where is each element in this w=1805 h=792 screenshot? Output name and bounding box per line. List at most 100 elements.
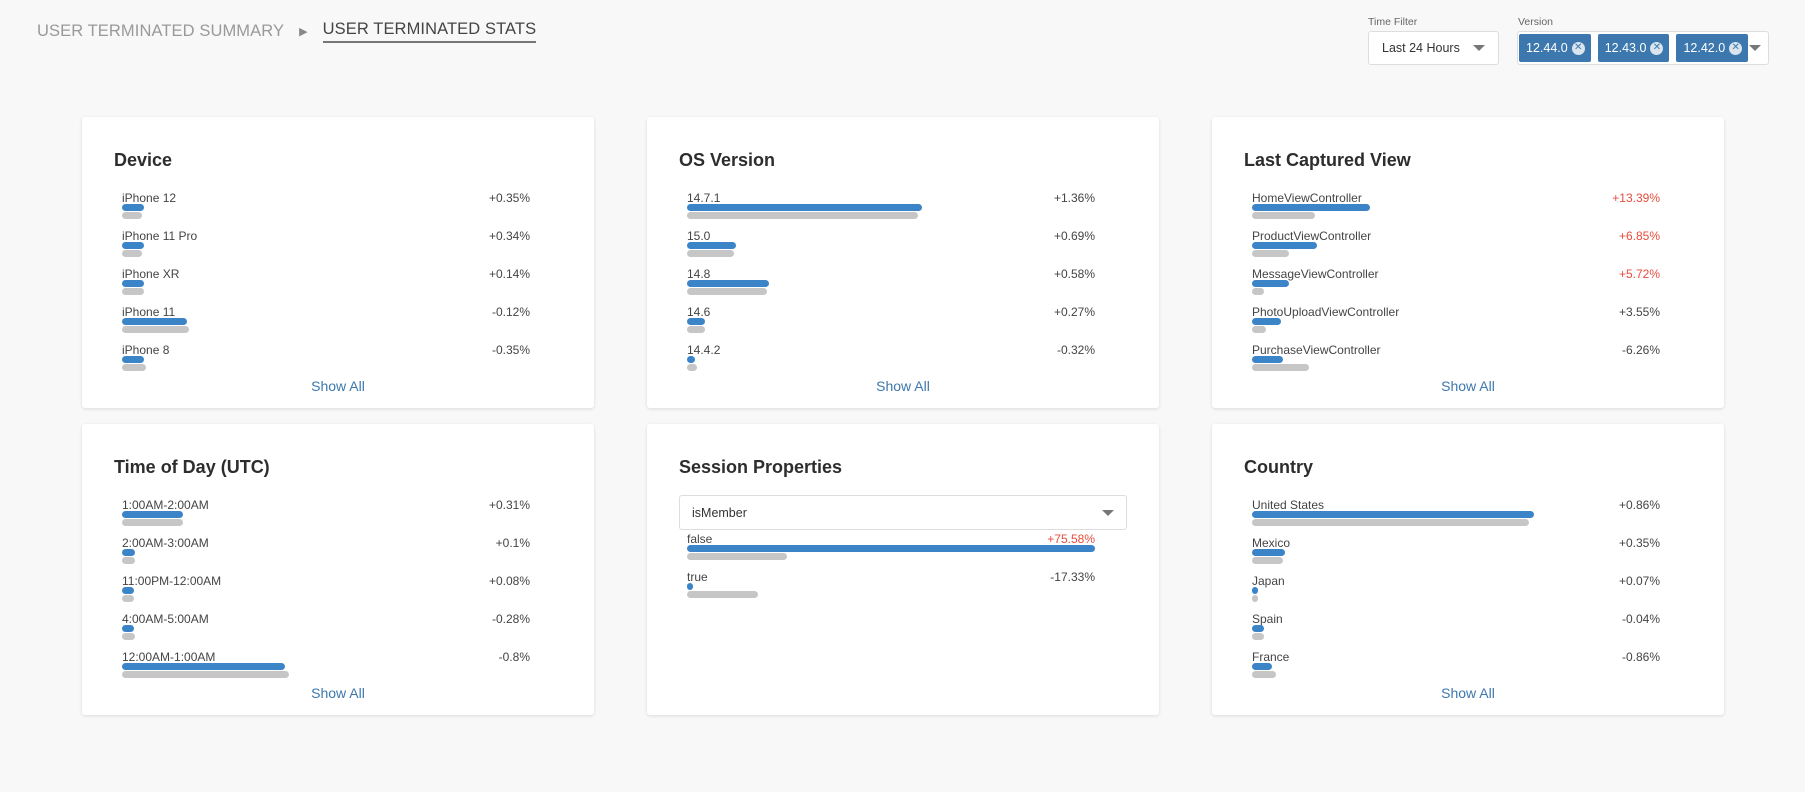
stat-change-percent: -0.8% [498,650,530,664]
card-title: OS Version [679,150,776,170]
stat-row: iPhone 11 Pro +0.34% [122,229,530,267]
stat-label: 4:00AM-5:00AM [122,612,209,626]
previous-version-bar [687,364,698,371]
show-all-link[interactable]: Show All [876,378,930,394]
breadcrumb-summary-link[interactable]: USER TERMINATED SUMMARY [37,22,285,40]
show-all-link[interactable]: Show All [1441,685,1495,701]
stat-label: iPhone 11 Pro [122,229,198,243]
show-all-link[interactable]: Show All [1441,378,1495,394]
remove-icon[interactable]: ✕ [1729,41,1743,55]
stat-row: 2:00AM-3:00AM +0.1% [122,536,530,574]
show-all-link[interactable]: Show All [311,685,365,701]
stat-change-percent: +0.35% [1618,536,1660,550]
current-version-bar [122,280,145,287]
stat-label: 2:00AM-3:00AM [122,536,209,550]
current-version-bar [687,204,922,211]
stat-row: iPhone XR +0.14% [122,267,530,305]
version-chip[interactable]: 12.44.0 ✕ [1519,34,1591,62]
stat-row: iPhone 8 -0.35% [122,343,530,381]
stat-row: Japan +0.07% [1252,574,1660,612]
session-property-value: isMember [692,505,747,520]
current-version-bar [1252,587,1258,594]
remove-icon[interactable]: ✕ [1571,41,1585,55]
breadcrumb: USER TERMINATED SUMMARY ▶ USER TERMINATE… [37,20,537,43]
stats-list: 1:00AM-2:00AM +0.31% 2:00AM-3:00AM +0.1% 11:… [122,498,530,688]
current-version-bar [1252,663,1273,670]
stat-change-percent: -17.33% [1050,570,1095,584]
version-multiselect[interactable]: 12.44.0 ✕ 12.43.0 ✕ 12.42.0 ✕ [1517,31,1769,65]
stat-change-percent: +13.39% [1612,191,1660,205]
current-version-bar [1252,242,1318,249]
stat-row: 1:00AM-2:00AM +0.31% [122,498,530,536]
previous-version-bar [122,557,136,564]
country-card: Country United States +0.86% Mexico +0.35% J… [1212,424,1724,715]
stat-change-percent: +1.36% [1053,191,1095,205]
stat-row: true -17.33% [687,570,1095,608]
current-version-bar [1252,318,1281,325]
current-version-bar [122,204,145,211]
stat-row: 14.4.2 -0.32% [687,343,1095,381]
session-property-select[interactable]: isMember [679,495,1127,530]
stat-change-percent: +6.85% [1618,229,1660,243]
previous-version-bar [122,212,143,219]
stat-label: 14.8 [687,267,711,281]
version-chip[interactable]: 12.42.0 ✕ [1676,34,1749,62]
time-filter-select[interactable]: Last 24 Hours [1368,31,1499,65]
stat-row: ProductViewController +6.85% [1252,229,1660,267]
stat-label: Mexico [1252,536,1291,550]
previous-version-bar [687,553,787,560]
card-title: Session Properties [679,457,843,477]
previous-version-bar [122,364,147,371]
previous-version-bar [122,519,184,526]
version-chip-label: 12.44.0 [1526,41,1568,55]
stat-change-percent: +0.1% [495,536,530,550]
stat-change-percent: +0.86% [1618,498,1660,512]
stat-label: France [1252,650,1290,664]
stat-label: 14.7.1 [687,191,721,205]
stat-row: 14.6 +0.27% [687,305,1095,343]
previous-version-bar [1252,519,1530,526]
stat-label: 14.6 [687,305,711,319]
chevron-down-icon[interactable] [1749,45,1761,51]
stat-label: 12:00AM-1:00AM [122,650,216,664]
stat-row: United States +0.86% [1252,498,1660,536]
time-filter-value: Last 24 Hours [1382,41,1460,55]
previous-version-bar [1252,250,1289,257]
current-version-bar [1252,356,1283,363]
stat-row: 11:00PM-12:00AM +0.08% [122,574,530,612]
stat-label: PhotoUploadViewController [1252,305,1400,319]
stat-label: MessageViewController [1252,267,1379,281]
version-chip-label: 12.42.0 [1683,41,1726,55]
stat-label: false [687,532,713,546]
previous-version-bar [122,671,290,678]
stat-label: iPhone 11 [122,305,176,319]
stat-change-percent: -0.32% [1056,343,1095,357]
remove-icon[interactable]: ✕ [1650,41,1664,55]
previous-version-bar [687,212,918,219]
version-chip[interactable]: 12.43.0 ✕ [1597,34,1670,62]
stat-change-percent: -0.28% [491,612,530,626]
stat-change-percent: +5.72% [1618,267,1660,281]
previous-version-bar [1252,364,1310,371]
previous-version-bar [687,326,706,333]
show-all-link[interactable]: Show All [311,378,365,394]
stat-row: France -0.86% [1252,650,1660,688]
version-chip-label: 12.43.0 [1604,41,1647,55]
stat-row: 14.7.1 +1.36% [687,191,1095,229]
stat-label: iPhone XR [122,267,180,281]
stats-list: United States +0.86% Mexico +0.35% Japan +0.0… [1252,498,1660,688]
stat-change-percent: +0.08% [488,574,530,588]
stats-list: HomeViewController +13.39% ProductViewCont… [1252,191,1660,381]
stats-list: 14.7.1 +1.36% 15.0 +0.69% 14.8 +0.58% 14.6 +0.2… [687,191,1095,381]
current-version-bar [687,242,736,249]
current-version-bar [122,625,135,632]
previous-version-bar [687,591,759,598]
previous-version-bar [122,326,190,333]
stat-label: Japan [1252,574,1285,588]
breadcrumb-stats-current: USER TERMINATED STATS [322,20,537,43]
previous-version-bar [687,250,734,257]
stat-row: 15.0 +0.69% [687,229,1095,267]
previous-version-bar [122,288,145,295]
stat-label: PurchaseViewController [1252,343,1381,357]
stat-row: 14.8 +0.58% [687,267,1095,305]
